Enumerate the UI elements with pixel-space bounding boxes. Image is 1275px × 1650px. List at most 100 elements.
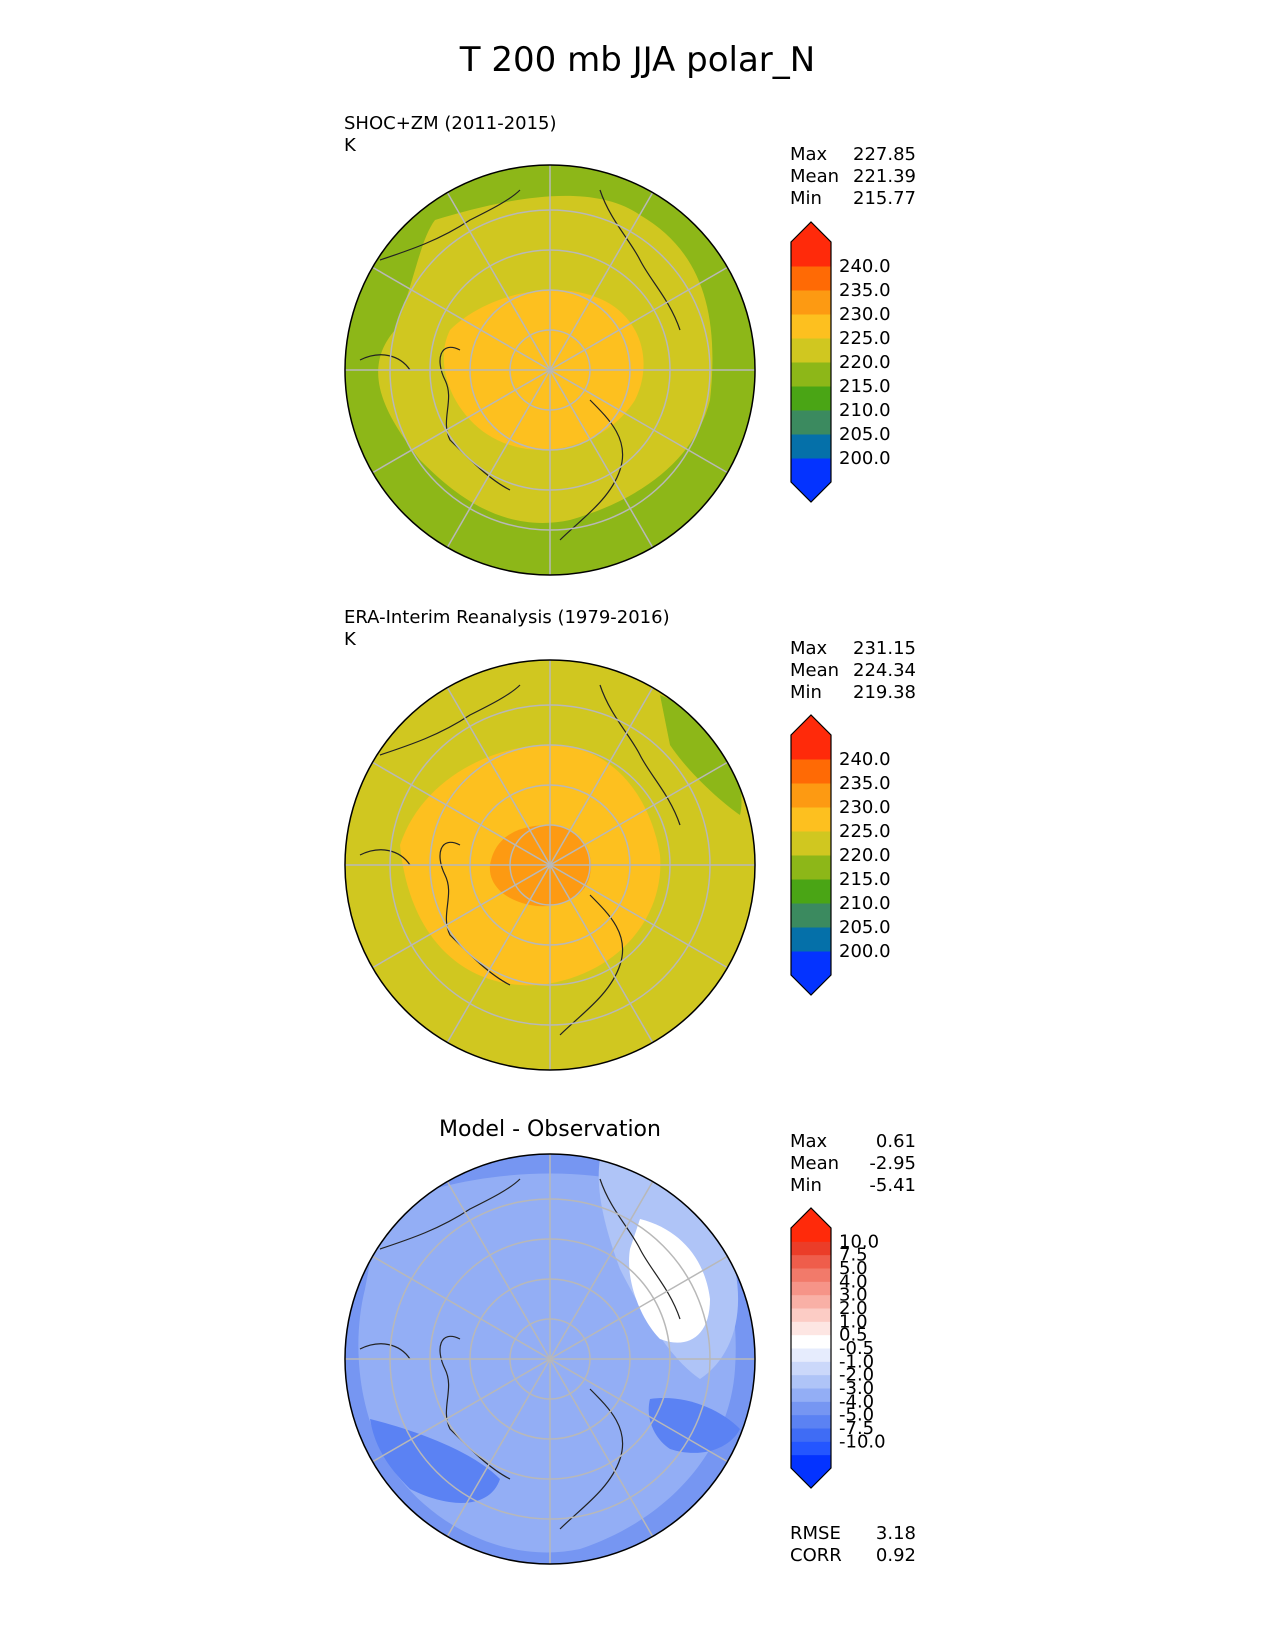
colorbar-segment <box>791 1228 831 1242</box>
colorbar-tick-label: -5.0 <box>839 1405 874 1426</box>
colorbar-tick-label: 205.0 <box>839 917 891 938</box>
colorbar-segment <box>791 338 831 363</box>
colorbar-segment <box>791 290 831 315</box>
panel-1-title: SHOC+ZM (2011-2015) <box>344 113 557 134</box>
colorbar-tick-label: -7.5 <box>839 1418 874 1439</box>
panel-1-colorbar: 240.0 235.0 230.0 225.0 220.0 215.0 210.0 205.0… <box>790 221 891 503</box>
colorbar-tick-label: 240.0 <box>839 256 891 277</box>
panel-3-title: Model - Observation <box>439 1117 661 1142</box>
stat-label: Min <box>790 1175 822 1196</box>
colorbar-segment <box>791 735 831 760</box>
colorbar-tick-label: 2.0 <box>839 1298 868 1319</box>
colorbar-segment <box>791 1334 831 1349</box>
colorbar-tick-label: 10.0 <box>839 1231 879 1252</box>
colorbar-tick-label: -4.0 <box>839 1391 874 1412</box>
colorbar-tick-label: -1.0 <box>839 1351 874 1372</box>
colorbar-bottom-extension <box>791 975 831 995</box>
colorbar-tick-label: 200.0 <box>839 448 891 469</box>
colorbar-segment <box>791 362 831 387</box>
colorbar-tick-label: 215.0 <box>839 376 891 397</box>
colorbar-tick-label: 7.5 <box>839 1245 868 1266</box>
stat-label: Min <box>790 188 822 209</box>
panel-2-colorbar: 240.0 235.0 230.0 225.0 220.0 215.0 210.0 205.0… <box>790 714 891 996</box>
colorbar-tick-label: 235.0 <box>839 773 891 794</box>
colorbar-tick-label: 0.5 <box>839 1325 868 1346</box>
colorbar-tick-label: 210.0 <box>839 893 891 914</box>
panel-1-map-border <box>344 164 756 576</box>
panel-2-title: ERA-Interim Reanalysis (1979-2016) <box>344 607 670 628</box>
stat-value: -2.95 <box>869 1153 916 1174</box>
metric-value: 0.92 <box>875 1545 916 1566</box>
colorbar-segment <box>791 1348 831 1362</box>
stat-label: Mean <box>790 166 840 187</box>
panel-2-map <box>344 659 756 1071</box>
panel-2-edge-field <box>660 695 742 815</box>
panel-3-graticule <box>345 1154 755 1564</box>
metric-label: RMSE <box>790 1523 841 1544</box>
stat-value: 224.34 <box>853 660 916 681</box>
stat-value: 221.39 <box>853 166 916 187</box>
panel-1-stats: Max 227.85 Mean 221.39 Min 215.77 <box>790 144 916 210</box>
colorbar-segment <box>791 903 831 928</box>
colorbar-segment <box>791 951 831 976</box>
colorbar-segment <box>791 242 831 267</box>
colorbar-segment <box>791 1254 831 1269</box>
colorbar-segment <box>791 434 831 459</box>
colorbar-tick-label: -3.0 <box>839 1378 874 1399</box>
panel-3-metrics: RMSE 3.18 CORR 0.92 <box>790 1523 916 1567</box>
colorbar-segment <box>791 1374 831 1389</box>
colorbar-segment <box>791 458 831 483</box>
colorbar-tick-label: 220.0 <box>839 845 891 866</box>
colorbar-segment <box>791 1414 831 1429</box>
colorbar-segment <box>791 759 831 784</box>
stat-value: 0.61 <box>875 1131 916 1152</box>
colorbar-segment <box>791 1241 831 1256</box>
panel-3-dark-field <box>370 1419 500 1503</box>
colorbar-top-extension <box>791 715 831 735</box>
colorbar-segment <box>791 1454 831 1469</box>
stat-value: 227.85 <box>853 144 916 165</box>
panel-1-graticule <box>345 165 755 575</box>
colorbar-tick-label: 210.0 <box>839 400 891 421</box>
figure-title: T 200 mb JJA polar_N <box>459 40 816 80</box>
stat-value: 215.77 <box>853 188 916 209</box>
metric-value: 3.18 <box>875 1523 916 1544</box>
metric-label: CORR <box>790 1545 842 1566</box>
colorbar-tick-label: 240.0 <box>839 749 891 770</box>
colorbar-segment <box>791 783 831 808</box>
colorbar-segment <box>791 1401 831 1416</box>
panel-3-colorbar: 10.07.55.04.03.02.01.00.5-0.5-1.0-2.0-3.… <box>790 1207 886 1489</box>
colorbar-tick-label: 220.0 <box>839 352 891 373</box>
stat-label: Min <box>790 682 822 703</box>
panel-2-stats: Max 231.15 Mean 224.34 Min 219.38 <box>790 638 916 704</box>
panel-2-graticule <box>345 660 755 1070</box>
colorbar-outline <box>790 221 832 503</box>
panel-1-map <box>344 164 756 576</box>
panel-3-map <box>344 1153 756 1565</box>
stat-value: -5.41 <box>869 1175 916 1196</box>
panel-2-map-border <box>344 659 756 1071</box>
colorbar-segment <box>791 266 831 291</box>
stat-label: Max <box>790 1131 828 1152</box>
colorbar-tick-label: -10.0 <box>839 1431 886 1452</box>
colorbar-tick-label: -2.0 <box>839 1365 874 1386</box>
panel-1-coastlines <box>359 189 681 541</box>
colorbar-segment <box>791 1361 831 1376</box>
colorbar-segment <box>791 1321 831 1336</box>
colorbar-segment <box>791 1294 831 1309</box>
colorbar-segment <box>791 807 831 832</box>
panel-1-units: K <box>344 135 356 156</box>
colorbar-bottom-extension <box>791 482 831 502</box>
colorbar-segment <box>791 927 831 952</box>
colorbar-segment <box>791 314 831 339</box>
panel-3-near-zero-field <box>629 1219 710 1343</box>
colorbar-segment <box>791 1268 831 1282</box>
stat-label: Mean <box>790 1153 840 1174</box>
colorbar-segment <box>791 386 831 411</box>
colorbar-tick-label: 215.0 <box>839 869 891 890</box>
colorbar-segment <box>791 410 831 435</box>
colorbar-tick-label: 4.0 <box>839 1271 868 1292</box>
panel-3-map-border <box>344 1153 756 1565</box>
stat-label: Max <box>790 638 828 659</box>
colorbar-top-extension <box>791 222 831 242</box>
